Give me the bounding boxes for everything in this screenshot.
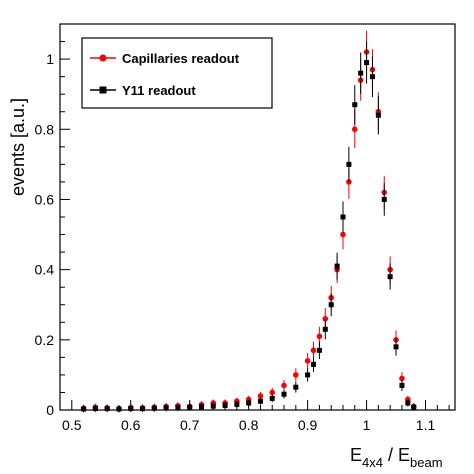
data-point xyxy=(399,375,405,382)
x-axis-label-sub1: 4x4 xyxy=(362,455,383,470)
legend-marker-y11 xyxy=(99,86,107,94)
data-point xyxy=(269,389,276,396)
y-axis-label: events [a.u.] xyxy=(8,98,28,196)
x-axis-label-main: E xyxy=(350,445,362,465)
x-tick-label: 0.6 xyxy=(121,417,141,433)
x-axis-ticks: 0.5 0.6 0.7 0.8 0.9 1 1.1 xyxy=(59,400,450,433)
data-point xyxy=(393,344,399,350)
data-point xyxy=(340,214,346,220)
data-point xyxy=(322,315,329,322)
data-point xyxy=(281,382,287,389)
legend-marker-capillaries xyxy=(99,54,107,62)
data-point xyxy=(304,358,311,364)
data-point xyxy=(352,102,358,108)
y-tick-label: 0.2 xyxy=(35,332,55,348)
data-point xyxy=(311,361,317,367)
x-axis-label-sub2: beam xyxy=(410,455,443,470)
legend-label-capillaries: Capillaries readout xyxy=(122,51,240,66)
x-axis-label: E4x4 / Ebeam xyxy=(350,445,443,470)
x-axis-label-sep: / E xyxy=(383,445,410,465)
y-axis-ticks: 0 0.2 0.4 0.6 0.8 1 xyxy=(35,23,70,418)
data-point xyxy=(346,161,352,167)
data-point xyxy=(293,384,299,390)
data-point xyxy=(316,333,323,340)
y-tick-label: 0 xyxy=(46,402,54,418)
legend: Capillaries readout Y11 readout xyxy=(81,37,273,109)
data-point xyxy=(269,395,275,401)
legend-box xyxy=(81,37,273,109)
data-point xyxy=(369,74,375,80)
data-point xyxy=(387,274,393,280)
y-tick-label: 0.4 xyxy=(35,262,55,278)
data-point xyxy=(405,400,411,406)
data-point xyxy=(305,372,311,378)
data-point xyxy=(399,382,405,388)
data-point xyxy=(364,60,370,66)
data-point xyxy=(310,347,317,354)
x-tick-label: 1 xyxy=(363,417,371,433)
data-point xyxy=(281,391,287,397)
data-point xyxy=(334,263,340,269)
data-point xyxy=(257,393,264,399)
data-point xyxy=(375,112,381,118)
data-point xyxy=(257,398,263,404)
y-tick-label: 1 xyxy=(46,51,54,67)
data-point xyxy=(358,70,364,76)
data-point xyxy=(316,347,322,353)
data-point xyxy=(293,372,299,378)
data-point xyxy=(234,401,240,407)
legend-label-y11: Y11 readout xyxy=(122,83,196,98)
x-tick-label: 0.5 xyxy=(62,417,82,433)
x-tick-label: 0.8 xyxy=(239,417,259,433)
x-tick-label: 1.1 xyxy=(416,417,436,433)
data-point xyxy=(381,196,387,202)
y-tick-label: 0.8 xyxy=(35,121,55,137)
data-point xyxy=(351,126,358,133)
data-point xyxy=(322,326,328,332)
data-point xyxy=(340,231,346,238)
y-tick-label: 0.6 xyxy=(35,191,55,207)
x-tick-label: 0.9 xyxy=(298,417,318,433)
x-tick-label: 0.7 xyxy=(180,417,200,433)
data-point xyxy=(328,302,334,308)
